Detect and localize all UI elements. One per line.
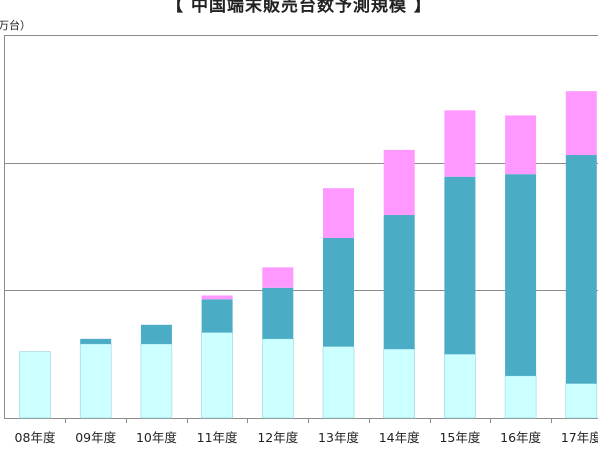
x-tick-label-16年度: 16年度 xyxy=(500,430,541,445)
bar-13年度-series-3 xyxy=(323,188,354,238)
bar-10年度-series-1 xyxy=(140,343,173,419)
bar-08年度-series-1 xyxy=(19,351,51,419)
bar-09年度-series-2 xyxy=(80,338,112,344)
x-tick-label-13年度: 13年度 xyxy=(318,430,359,445)
bar-10年度-series-2 xyxy=(140,324,172,344)
x-tick-label-12年度: 12年度 xyxy=(257,430,298,445)
bar-12年度-series-1 xyxy=(261,338,294,419)
bar-17年度-series-3 xyxy=(565,91,597,156)
chart-title: 【 中国端末販売台数予測規模 】 xyxy=(166,0,432,16)
bar-16年度-series-3 xyxy=(505,115,537,175)
bar-17年度-series-1 xyxy=(565,383,598,419)
y-axis-unit-label: 万台） xyxy=(0,19,31,32)
bar-15年度-series-1 xyxy=(444,353,476,419)
x-tick-label-11年度: 11年度 xyxy=(197,430,238,445)
bar-12年度-series-3 xyxy=(262,267,294,288)
bar-12年度-series-2 xyxy=(262,287,294,339)
x-tick-label-08年度: 08年度 xyxy=(15,430,56,445)
x-tick-label-10年度: 10年度 xyxy=(136,430,177,445)
bar-14年度-series-3 xyxy=(383,149,415,216)
bar-15年度-series-3 xyxy=(444,110,476,177)
x-tick-label-17年度: 17年度 xyxy=(561,430,598,445)
bar-13年度-series-2 xyxy=(323,237,354,347)
bar-11年度-series-3 xyxy=(201,295,233,300)
bar-16年度-series-1 xyxy=(504,375,537,419)
x-tick-label-14年度: 14年度 xyxy=(379,430,420,445)
bar-11年度-series-1 xyxy=(201,332,233,419)
bar-13年度-series-1 xyxy=(322,346,355,419)
bar-14年度-series-1 xyxy=(383,348,416,419)
bar-09年度-series-1 xyxy=(79,343,112,419)
bar-17年度-series-2 xyxy=(565,155,597,384)
bar-15年度-series-2 xyxy=(444,176,476,355)
x-tick-label-15年度: 15年度 xyxy=(439,430,480,445)
x-tick-label-09年度: 09年度 xyxy=(75,430,116,445)
bar-14年度-series-2 xyxy=(383,215,415,350)
bar-11年度-series-2 xyxy=(201,299,233,333)
bar-16年度-series-2 xyxy=(505,174,537,376)
